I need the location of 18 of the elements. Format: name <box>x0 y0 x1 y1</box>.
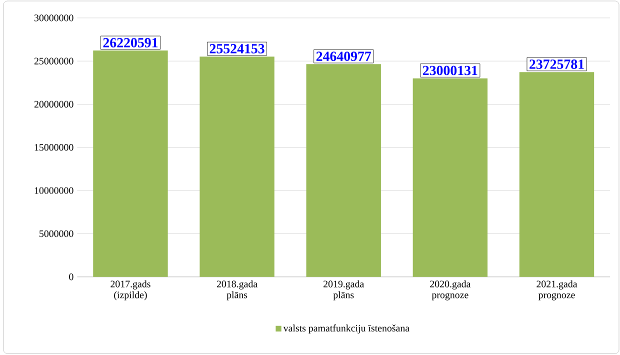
data-label: 24640977 <box>316 52 372 62</box>
x-tick-label: 2021.gada prognoze <box>536 280 578 301</box>
data-label: 25524153 <box>210 44 264 54</box>
x-tick-label: 2019.gada plāns <box>324 280 364 301</box>
x-tick-label: 2020.gada prognoze <box>430 280 471 301</box>
data-label: 23725781 <box>530 60 584 70</box>
y-tick-label: 10000000 <box>34 187 74 194</box>
legend-label: valsts pamatfunkciju īstenošana <box>283 324 410 334</box>
y-tick-label: 5000000 <box>40 230 74 238</box>
y-tick-label: 0 <box>69 274 74 280</box>
data-label: 26220591 <box>103 38 158 48</box>
y-tick-label: 15000000 <box>34 144 74 151</box>
y-tick-label: 30000000 <box>34 14 74 22</box>
data-label: 23000131 <box>422 66 478 76</box>
x-tick-label: 2018.gada plāns <box>216 280 258 301</box>
y-tick-label: 25000000 <box>34 58 74 65</box>
y-tick-label: 20000000 <box>34 101 74 108</box>
x-tick-label: 2017.gads (izpilde) <box>110 280 150 301</box>
